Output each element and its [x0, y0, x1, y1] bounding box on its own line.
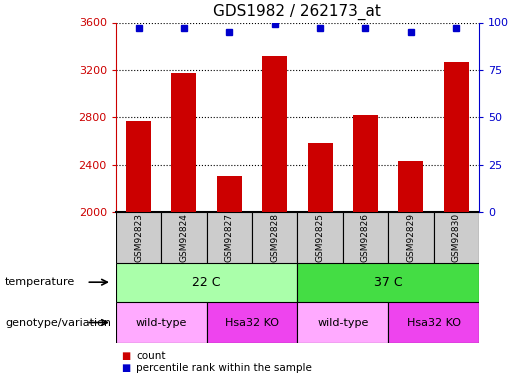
Bar: [116, 302, 207, 343]
Text: ■: ■: [121, 363, 130, 373]
Bar: [252, 212, 298, 262]
Bar: [116, 262, 298, 302]
Bar: [262, 56, 287, 212]
Bar: [399, 161, 423, 212]
Bar: [307, 143, 333, 212]
Bar: [434, 212, 479, 262]
Bar: [343, 212, 388, 262]
Text: percentile rank within the sample: percentile rank within the sample: [136, 363, 313, 373]
Bar: [161, 212, 207, 262]
Text: GSM92830: GSM92830: [452, 213, 461, 262]
Bar: [388, 302, 479, 343]
Text: GSM92827: GSM92827: [225, 213, 234, 262]
Text: ■: ■: [121, 351, 130, 361]
Text: GSM92825: GSM92825: [316, 213, 324, 262]
Text: GSM92826: GSM92826: [361, 213, 370, 262]
Text: wild-type: wild-type: [317, 318, 369, 327]
Text: 37 C: 37 C: [374, 276, 403, 289]
Bar: [116, 212, 161, 262]
Text: count: count: [136, 351, 166, 361]
Text: Hsa32 KO: Hsa32 KO: [225, 318, 279, 327]
Bar: [353, 115, 378, 212]
Text: Hsa32 KO: Hsa32 KO: [406, 318, 460, 327]
Text: wild-type: wild-type: [135, 318, 187, 327]
Text: genotype/variation: genotype/variation: [5, 318, 111, 327]
Text: GSM92829: GSM92829: [406, 213, 416, 262]
Text: GSM92823: GSM92823: [134, 213, 143, 262]
Bar: [217, 176, 242, 212]
Text: GSM92824: GSM92824: [179, 213, 188, 262]
Bar: [444, 62, 469, 212]
Bar: [298, 262, 479, 302]
Bar: [298, 302, 388, 343]
Bar: [207, 302, 298, 343]
Bar: [171, 74, 196, 212]
Text: temperature: temperature: [5, 277, 75, 287]
Bar: [388, 212, 434, 262]
Text: GSM92828: GSM92828: [270, 213, 279, 262]
Bar: [298, 212, 343, 262]
Title: GDS1982 / 262173_at: GDS1982 / 262173_at: [214, 3, 381, 20]
Text: 22 C: 22 C: [193, 276, 221, 289]
Bar: [207, 212, 252, 262]
Bar: [126, 121, 151, 212]
